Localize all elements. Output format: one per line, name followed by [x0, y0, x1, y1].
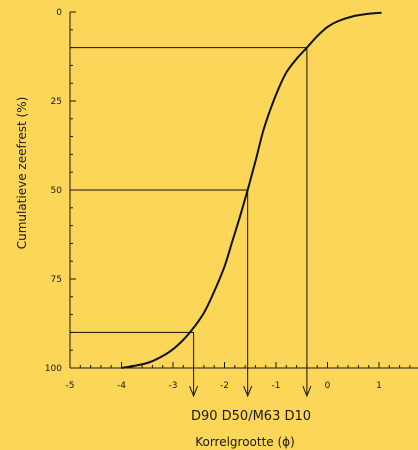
y-tick-label: 50: [51, 186, 63, 196]
cumulative-curve: [121, 11, 382, 369]
x-tick-label: -1: [272, 381, 281, 391]
x-tick-label: -4: [117, 381, 126, 391]
x-tick-label: -2: [220, 381, 229, 391]
d-values-label: D90 D50/M63 D10: [191, 409, 311, 424]
y-tick-label: 75: [51, 275, 62, 285]
reference-line-d50-m63: [70, 189, 249, 394]
y-tick-label: 100: [45, 364, 62, 374]
x-tick-label: -5: [66, 381, 75, 391]
arrow-down-icon: [189, 385, 199, 398]
reference-line-d10: [70, 47, 308, 394]
y-axis-title: Cumulatieve zeefrest (%): [15, 97, 29, 250]
arrow-down-icon: [302, 385, 312, 398]
reference-line-d90: [70, 331, 195, 394]
x-tick-label: 1: [376, 381, 382, 391]
arrow-down-icon: [243, 385, 253, 398]
y-tick-label: 0: [56, 8, 62, 18]
x-tick-label: 0: [325, 381, 331, 391]
y-tick-label: 25: [51, 97, 62, 107]
x-tick-label: -3: [169, 381, 178, 391]
x-axis-title: Korrelgrootte (ϕ): [195, 435, 295, 449]
